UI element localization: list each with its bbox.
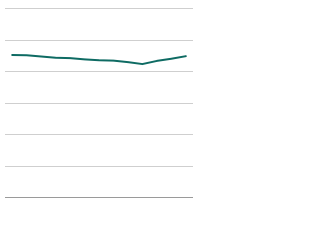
page: {"chart_data": {"type": "line", "categor… <box>5 8 193 198</box>
chart <box>5 8 193 198</box>
data-line <box>11 53 187 66</box>
